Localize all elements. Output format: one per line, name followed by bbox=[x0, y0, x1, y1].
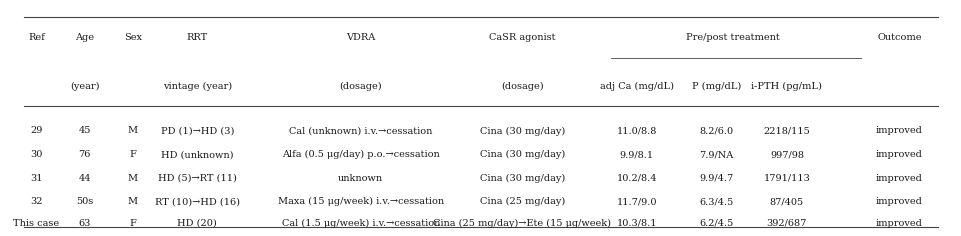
Text: 10.2/8.4: 10.2/8.4 bbox=[616, 174, 656, 183]
Text: 9.9/8.1: 9.9/8.1 bbox=[619, 150, 653, 159]
Text: HD (20): HD (20) bbox=[177, 219, 217, 228]
Text: 1791/113: 1791/113 bbox=[763, 174, 809, 183]
Text: 2218/115: 2218/115 bbox=[763, 126, 809, 135]
Text: 8.2/6.0: 8.2/6.0 bbox=[699, 126, 733, 135]
Text: M: M bbox=[128, 174, 137, 183]
Text: F: F bbox=[129, 219, 136, 228]
Text: improved: improved bbox=[875, 219, 922, 228]
Text: 30: 30 bbox=[31, 150, 42, 159]
Text: M: M bbox=[128, 197, 137, 206]
Text: HD (unknown): HD (unknown) bbox=[160, 150, 234, 159]
Text: Cina (25 mg/day)→Ete (15 μg/week): Cina (25 mg/day)→Ete (15 μg/week) bbox=[432, 219, 611, 228]
Text: 63: 63 bbox=[79, 219, 90, 228]
Text: RT (10)→HD (16): RT (10)→HD (16) bbox=[155, 197, 239, 206]
Text: F: F bbox=[129, 150, 136, 159]
Text: 29: 29 bbox=[31, 126, 42, 135]
Text: Outcome: Outcome bbox=[876, 33, 921, 42]
Text: adj Ca (mg/dL): adj Ca (mg/dL) bbox=[600, 82, 673, 91]
Text: 50s: 50s bbox=[76, 197, 93, 206]
Text: 87/405: 87/405 bbox=[769, 197, 803, 206]
Text: improved: improved bbox=[875, 126, 922, 135]
Text: 10.3/8.1: 10.3/8.1 bbox=[616, 219, 656, 228]
Text: Maxa (15 μg/week) i.v.→cessation: Maxa (15 μg/week) i.v.→cessation bbox=[278, 197, 443, 206]
Text: improved: improved bbox=[875, 150, 922, 159]
Text: M: M bbox=[128, 126, 137, 135]
Text: CaSR agonist: CaSR agonist bbox=[488, 33, 555, 42]
Text: 6.3/4.5: 6.3/4.5 bbox=[699, 197, 733, 206]
Text: Cina (30 mg/day): Cina (30 mg/day) bbox=[480, 150, 564, 159]
Text: 45: 45 bbox=[79, 126, 90, 135]
Text: PD (1)→HD (3): PD (1)→HD (3) bbox=[160, 126, 234, 135]
Text: Cina (30 mg/day): Cina (30 mg/day) bbox=[480, 126, 564, 135]
Text: (dosage): (dosage) bbox=[339, 82, 382, 91]
Text: 997/98: 997/98 bbox=[769, 150, 803, 159]
Text: 9.9/4.7: 9.9/4.7 bbox=[699, 174, 733, 183]
Text: 11.7/9.0: 11.7/9.0 bbox=[616, 197, 656, 206]
Text: 76: 76 bbox=[79, 150, 90, 159]
Text: VDRA: VDRA bbox=[346, 33, 375, 42]
Text: Pre/post treatment: Pre/post treatment bbox=[685, 33, 779, 42]
Text: i-PTH (pg/mL): i-PTH (pg/mL) bbox=[751, 82, 822, 91]
Text: Age: Age bbox=[75, 33, 94, 42]
Text: improved: improved bbox=[875, 197, 922, 206]
Text: (dosage): (dosage) bbox=[501, 82, 543, 91]
Text: RRT: RRT bbox=[186, 33, 208, 42]
Text: Sex: Sex bbox=[124, 33, 141, 42]
Text: Cina (25 mg/day): Cina (25 mg/day) bbox=[480, 197, 564, 206]
Text: P (mg/dL): P (mg/dL) bbox=[691, 82, 741, 91]
Text: (year): (year) bbox=[70, 82, 99, 91]
Text: improved: improved bbox=[875, 174, 922, 183]
Text: 44: 44 bbox=[79, 174, 90, 183]
Text: 6.2/4.5: 6.2/4.5 bbox=[699, 219, 733, 228]
Text: Alfa (0.5 μg/day) p.o.→cessation: Alfa (0.5 μg/day) p.o.→cessation bbox=[282, 150, 439, 159]
Text: 32: 32 bbox=[31, 197, 42, 206]
Text: vintage (year): vintage (year) bbox=[162, 82, 232, 91]
Text: 7.9/NA: 7.9/NA bbox=[699, 150, 733, 159]
Text: 31: 31 bbox=[31, 174, 42, 183]
Text: 11.0/8.8: 11.0/8.8 bbox=[616, 126, 656, 135]
Text: This case: This case bbox=[13, 219, 60, 228]
Text: Cal (unknown) i.v.→cessation: Cal (unknown) i.v.→cessation bbox=[288, 126, 432, 135]
Text: Cina (30 mg/day): Cina (30 mg/day) bbox=[480, 174, 564, 183]
Text: unknown: unknown bbox=[338, 174, 382, 183]
Text: Cal (1.5 μg/week) i.v.→cessation: Cal (1.5 μg/week) i.v.→cessation bbox=[282, 219, 439, 228]
Text: Ref: Ref bbox=[28, 33, 45, 42]
Text: HD (5)→RT (11): HD (5)→RT (11) bbox=[158, 174, 236, 183]
Text: 392/687: 392/687 bbox=[766, 219, 806, 228]
